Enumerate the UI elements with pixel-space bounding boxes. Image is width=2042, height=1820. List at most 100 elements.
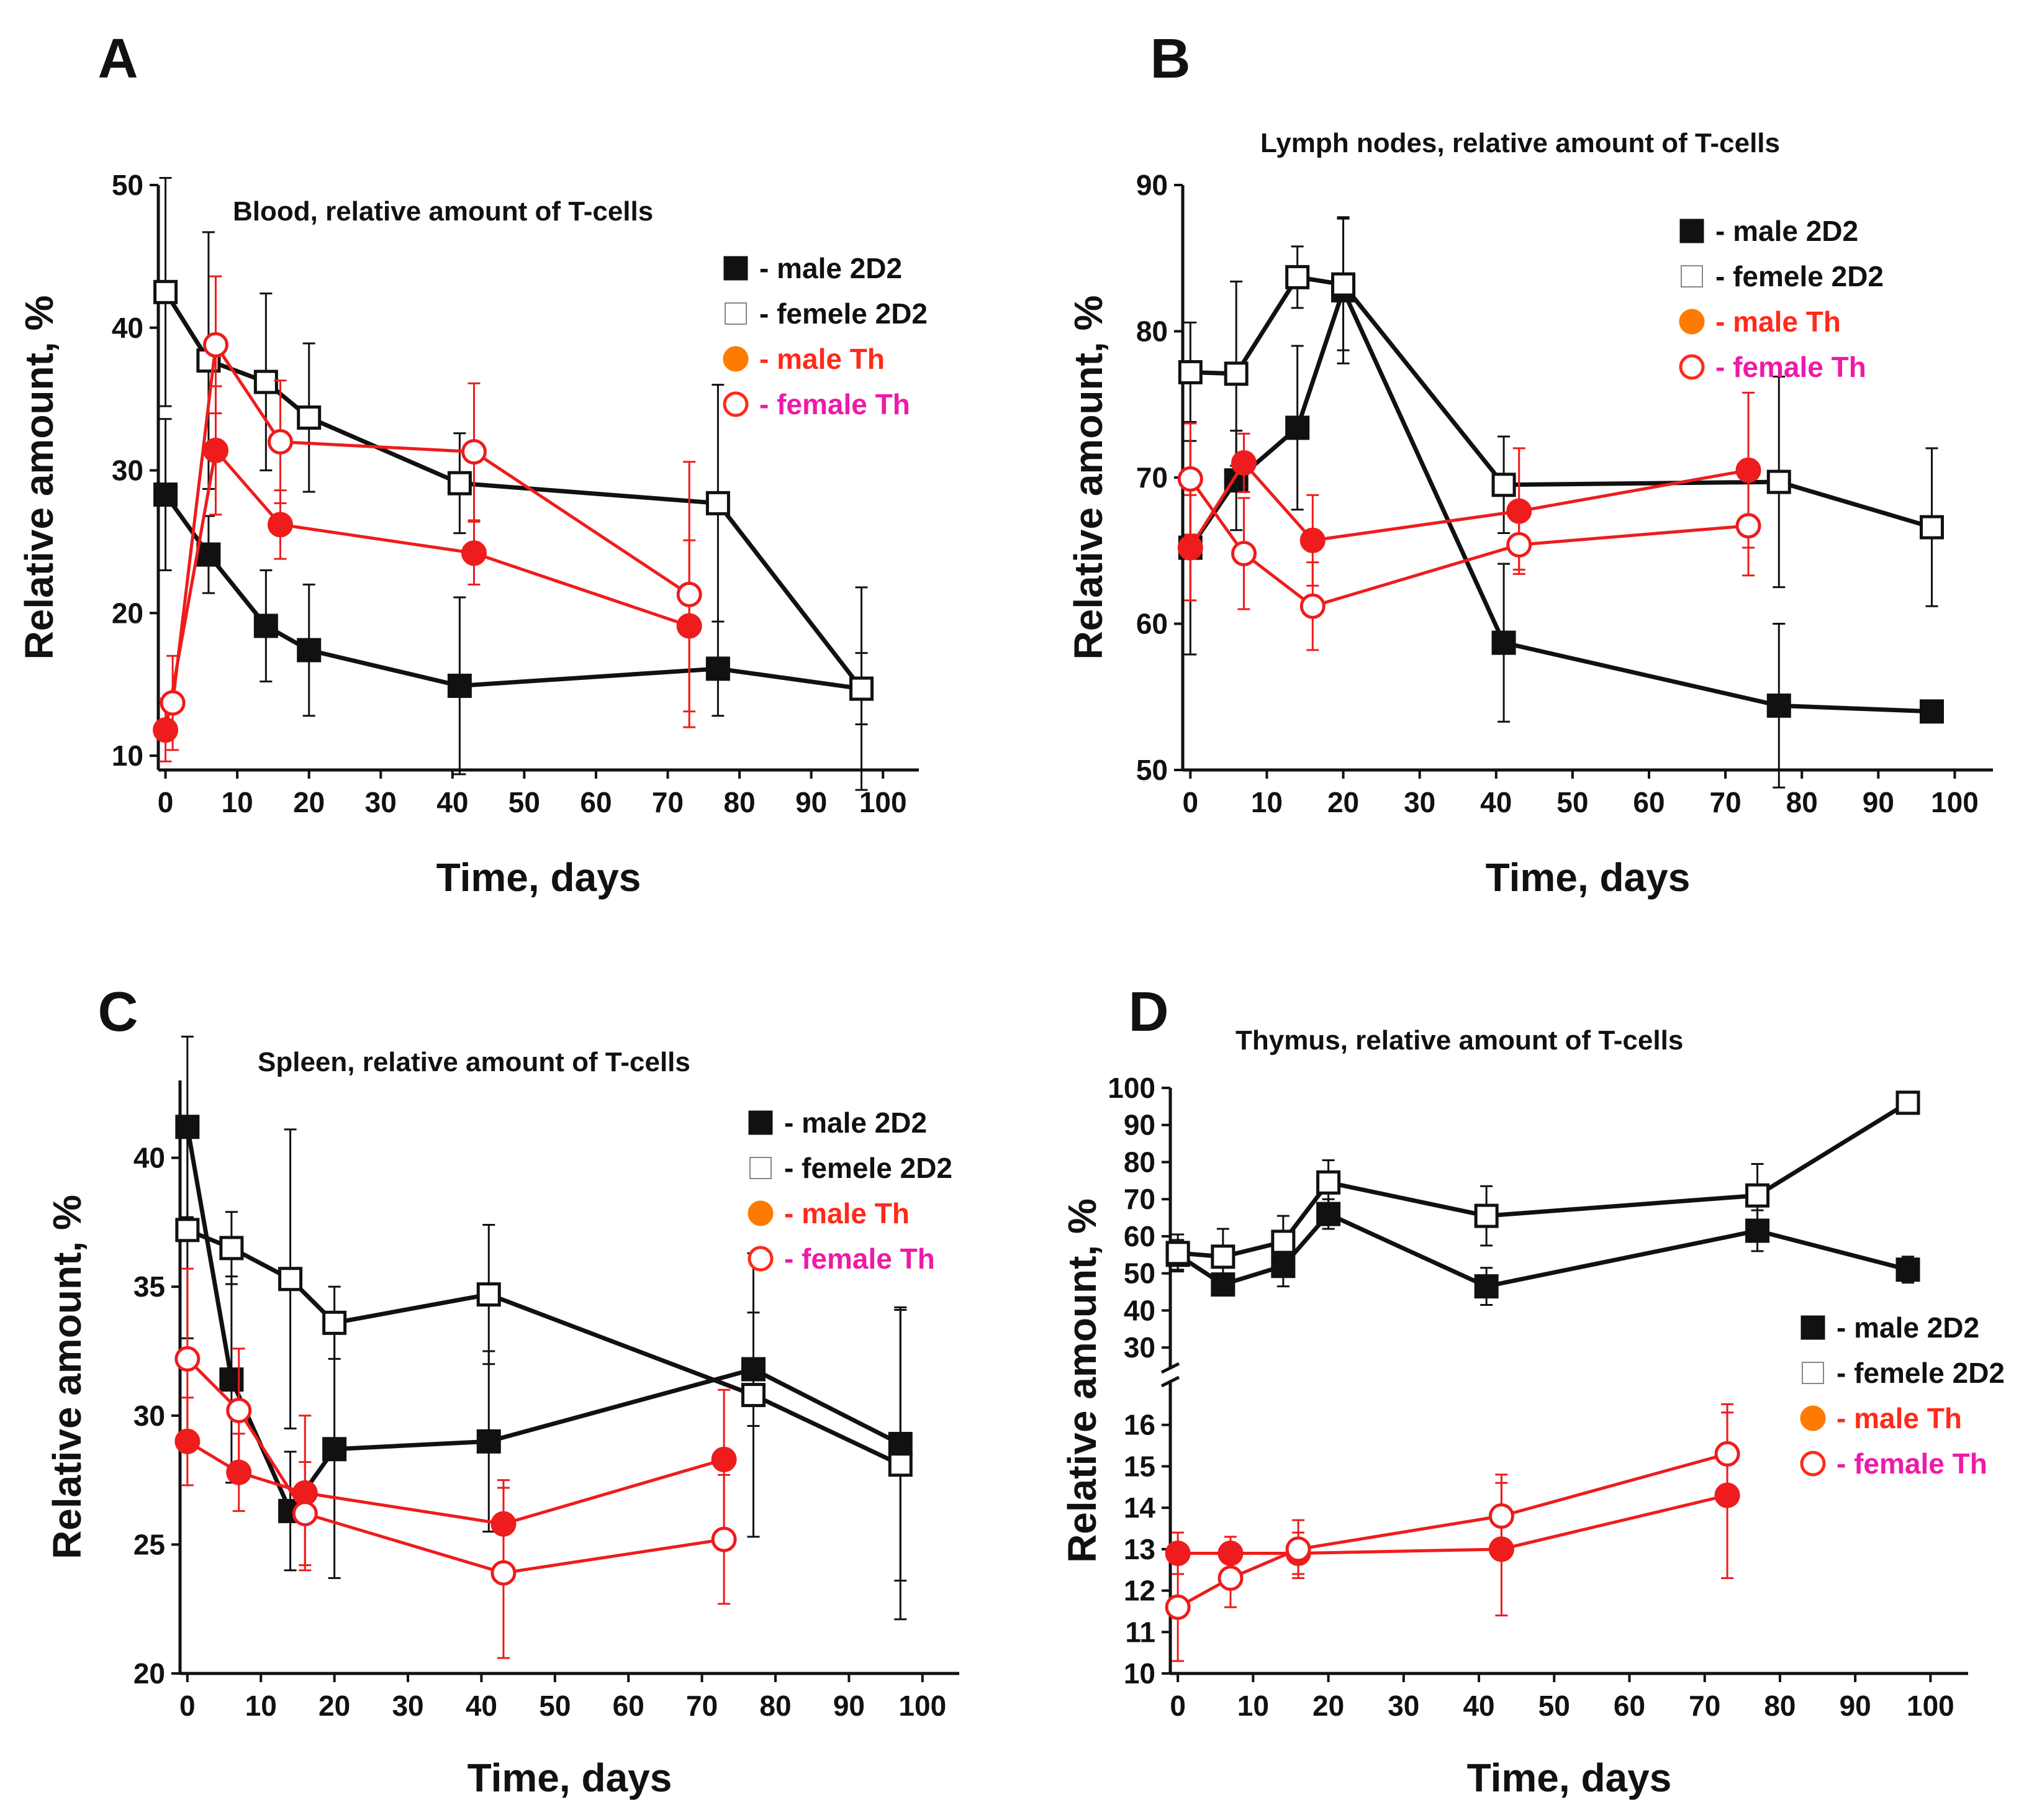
series-male-th <box>153 385 702 763</box>
x-tick-label: 30 <box>392 1690 423 1722</box>
legend-label: - male 2D2 <box>784 1107 927 1139</box>
series-line <box>164 446 690 731</box>
panel-letter: B <box>1150 28 1191 90</box>
series-femele-2d2 <box>1165 1090 1920 1286</box>
x-tick-label: 10 <box>222 786 253 818</box>
data-point <box>153 279 178 304</box>
axis-break-mark <box>1160 1375 1180 1388</box>
y-tick-label: 50 <box>112 169 143 201</box>
series-female-th <box>1177 422 1761 651</box>
y-tick-label: 13 <box>1124 1533 1155 1565</box>
legend: - male 2D2 - femele 2D2 - male Th - female … <box>1679 215 1884 383</box>
x-tick-label: 0 <box>1183 786 1199 818</box>
series-male-th <box>174 1388 737 1572</box>
data-point <box>461 439 487 465</box>
legend-marker <box>1679 309 1705 335</box>
x-tick-label: 20 <box>1327 786 1359 818</box>
data-point <box>1331 272 1356 297</box>
y-tick-label: 60 <box>1124 1220 1155 1252</box>
x-tick-label: 90 <box>833 1690 865 1722</box>
x-tick-label: 30 <box>1388 1690 1419 1722</box>
x-tick-label: 60 <box>1614 1690 1645 1722</box>
legend-marker <box>723 391 749 417</box>
x-tick-label: 20 <box>293 786 325 818</box>
data-point <box>160 690 186 716</box>
y-tick-label: 25 <box>133 1528 165 1560</box>
x-tick-label: 100 <box>1931 786 1979 818</box>
data-point <box>1165 1594 1191 1620</box>
legend-marker <box>723 256 748 281</box>
x-tick-label: 10 <box>1237 1690 1269 1722</box>
data-point <box>202 332 228 358</box>
data-point <box>1231 540 1257 566</box>
data-point <box>322 1310 347 1335</box>
data-point <box>1714 1441 1740 1467</box>
legend-label: - male 2D2 <box>1715 215 1858 247</box>
data-point <box>196 542 221 567</box>
x-tick-label: 80 <box>1764 1690 1796 1722</box>
x-axis-label: Time, days <box>468 1755 672 1800</box>
x-axis-label: Time, days <box>436 855 641 900</box>
data-point <box>1316 1170 1341 1195</box>
y-tick-label: 40 <box>1124 1294 1155 1326</box>
series-femele-2d2 <box>175 1120 913 1621</box>
data-point <box>1178 360 1203 384</box>
x-tick-label: 10 <box>245 1690 277 1722</box>
x-tick-label: 0 <box>158 786 174 818</box>
data-point <box>174 1346 201 1372</box>
y-tick-label: 14 <box>1124 1492 1156 1524</box>
x-tick-label: 80 <box>723 786 755 818</box>
x-tick-label: 60 <box>580 786 612 818</box>
panel-letter: A <box>98 28 138 90</box>
y-tick-label: 80 <box>1124 1146 1155 1178</box>
panel-title: Lymph nodes, relative amount of T-cells <box>1260 128 1780 158</box>
panel-b: B Lymph nodes, relative amount of T-cells… <box>1066 28 1993 900</box>
y-tick-label: 16 <box>1124 1409 1155 1441</box>
x-tick-label: 0 <box>179 1690 196 1722</box>
data-point <box>1285 265 1310 289</box>
x-tick-label: 100 <box>898 1690 946 1722</box>
y-tick-label: 50 <box>1124 1257 1155 1290</box>
data-point <box>322 1437 347 1462</box>
y-tick-label: 20 <box>133 1657 165 1690</box>
data-point <box>705 491 730 515</box>
panel-a: A Blood, relative amount of T-cells 0 10 20 3… <box>17 28 928 900</box>
x-tick-label: 90 <box>795 786 827 818</box>
legend-marker <box>1681 265 1703 287</box>
x-tick-label: 50 <box>508 786 540 818</box>
data-point <box>226 1397 252 1423</box>
data-point <box>1506 498 1532 524</box>
data-point <box>711 1446 737 1472</box>
data-point <box>1491 630 1516 655</box>
data-point <box>253 613 278 638</box>
data-point <box>849 676 874 701</box>
x-tick-label: 70 <box>1710 786 1742 818</box>
series-line <box>1177 1452 1728 1609</box>
legend-label: - femele 2D2 <box>1836 1357 2005 1389</box>
y-tick-label: 11 <box>1125 1616 1155 1648</box>
data-point <box>711 1526 737 1552</box>
data-point <box>461 540 487 566</box>
legend-marker <box>1802 1362 1824 1384</box>
y-tick-label: 70 <box>1136 461 1168 494</box>
series-line <box>185 1126 901 1516</box>
x-tick-label: 40 <box>466 1690 497 1722</box>
data-point <box>1766 693 1791 718</box>
x-tick-label: 40 <box>436 786 468 818</box>
legend-label: - female Th <box>1836 1447 1987 1480</box>
y-axis-label: Relative amount, % <box>45 1195 89 1559</box>
data-point <box>490 1560 517 1586</box>
data-point <box>1299 593 1326 619</box>
data-point <box>1271 1229 1296 1254</box>
data-point <box>1177 466 1203 492</box>
x-tick-label: 30 <box>365 786 397 818</box>
y-tick-label: 80 <box>1136 315 1168 348</box>
legend-label: - male Th <box>759 343 885 375</box>
data-point <box>1299 527 1326 553</box>
data-point <box>297 405 322 430</box>
data-point <box>888 1452 913 1477</box>
legend-label: - femele 2D2 <box>1715 260 1884 292</box>
series-femele-2d2 <box>1178 217 1945 607</box>
panel-d: D Thymus, relative amount of T-cells 0 10 20… <box>1060 981 2005 1800</box>
